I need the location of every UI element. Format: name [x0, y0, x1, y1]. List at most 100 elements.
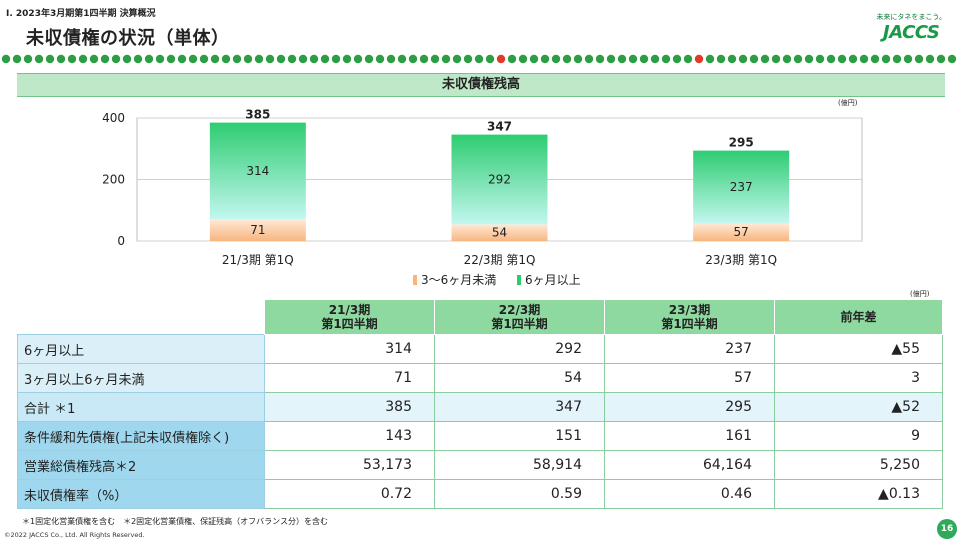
table-cell: 54	[434, 363, 605, 393]
green-dot	[914, 54, 924, 64]
data-label: 57	[734, 225, 749, 239]
green-dot	[397, 54, 407, 64]
green-dot	[518, 54, 528, 64]
green-dot	[474, 54, 484, 64]
y-tick-label: 400	[102, 111, 125, 125]
table-cell: 385	[264, 392, 435, 422]
bar-under6m	[693, 223, 790, 241]
jaccs-logo: 未来にタネをまこう。 JACCS	[876, 12, 946, 43]
green-dot	[848, 54, 858, 64]
green-dot	[617, 54, 627, 64]
green-dot	[782, 54, 792, 64]
green-dot	[881, 54, 891, 64]
green-dot	[584, 54, 594, 64]
bar-over6m	[209, 122, 306, 220]
green-dot	[529, 54, 539, 64]
bar-under6m	[209, 219, 306, 241]
green-dot	[243, 54, 253, 64]
page-title: 未収債権の状況（単体）	[26, 28, 230, 49]
total-label: 295	[729, 136, 754, 150]
table-cell: 292	[434, 334, 605, 364]
green-dot	[100, 54, 110, 64]
row-label: 6ヶ月以上	[17, 334, 265, 364]
data-label: 314	[246, 164, 269, 178]
green-dot	[287, 54, 297, 64]
green-dot	[353, 54, 363, 64]
bar-over6m	[693, 150, 790, 224]
green-dot	[485, 54, 495, 64]
receivables-bar-chart: 0 200 400 71 314 385 21/3期 第1Q 54 292 347 22/3期 第1…	[102, 108, 863, 287]
table-cell: ▲52	[774, 392, 943, 422]
table-row: 合計 ＊1 385 347 295 ▲52	[17, 392, 943, 422]
table-cell: 5,250	[774, 450, 943, 480]
table-cell: 151	[434, 421, 605, 451]
green-dot	[364, 54, 374, 64]
green-dot	[23, 54, 33, 64]
green-dot	[155, 54, 165, 64]
row-label: 合計 ＊1	[17, 392, 265, 422]
green-dot	[309, 54, 319, 64]
green-dot	[595, 54, 605, 64]
table-cell: ▲0.13	[774, 479, 943, 509]
green-dot	[45, 54, 55, 64]
footnote: ＊1固定化営業債権を含む ＊2固定化営業債権、保証残高（オフバランス分）を含む	[22, 517, 329, 526]
table-cell: 0.72	[264, 479, 435, 509]
green-dot	[749, 54, 759, 64]
green-dot	[166, 54, 176, 64]
green-dot	[34, 54, 44, 64]
green-dot	[936, 54, 946, 64]
green-dot	[683, 54, 693, 64]
green-dot	[606, 54, 616, 64]
green-dot	[419, 54, 429, 64]
green-dot	[705, 54, 715, 64]
table-row: 営業総債権残高＊2 53,173 58,914 64,164 5,250	[17, 450, 943, 480]
logo-tagline: 未来にタネをまこう。	[876, 13, 946, 21]
green-dot	[551, 54, 561, 64]
green-dot	[628, 54, 638, 64]
row-label: 条件緩和先債権(上記未収債権除く)	[17, 421, 265, 451]
green-dot	[221, 54, 231, 64]
green-dot	[199, 54, 209, 64]
table-cell: 0.59	[434, 479, 605, 509]
table-cell: 71	[264, 363, 435, 393]
table-header-row: 21/3期 第1四半期 22/3期 第1四半期 23/3期 第1四半期 前年差	[17, 299, 943, 335]
green-dot	[650, 54, 660, 64]
y-tick-label: 200	[102, 173, 125, 187]
table-row: 未収債権率（%） 0.72 0.59 0.46 ▲0.13	[17, 479, 943, 509]
green-dot	[375, 54, 385, 64]
green-dot	[573, 54, 583, 64]
table-row: 6ヶ月以上 314 292 237 ▲55	[17, 334, 943, 364]
green-dot	[232, 54, 242, 64]
table-row: 3ヶ月以上6ヶ月未満 71 54 57 3	[17, 363, 943, 393]
legend-label: 3～6ヶ月未満	[421, 273, 496, 287]
table-cell: 237	[604, 334, 775, 364]
green-dot	[947, 54, 957, 64]
table-cell: 347	[434, 392, 605, 422]
x-tick-label: 21/3期 第1Q	[222, 253, 294, 267]
total-label: 385	[245, 108, 270, 122]
data-label: 71	[250, 223, 265, 237]
row-label: 3ヶ月以上6ヶ月未満	[17, 363, 265, 393]
green-dot	[815, 54, 825, 64]
green-dot	[540, 54, 550, 64]
row-label: 未収債権率（%）	[17, 479, 265, 509]
legend-label: 6ヶ月以上	[525, 273, 581, 287]
green-dot	[408, 54, 418, 64]
green-dot	[727, 54, 737, 64]
green-dot	[562, 54, 572, 64]
table-cell: 3	[774, 363, 943, 393]
green-dot	[122, 54, 132, 64]
green-dot	[430, 54, 440, 64]
green-dot	[760, 54, 770, 64]
breadcrumb: Ⅰ. 2023年3月期第1四半期 決算概況	[6, 9, 156, 19]
green-dot	[441, 54, 451, 64]
table-row: 条件緩和先債権(上記未収債権除く) 143 151 161 9	[17, 421, 943, 451]
receivables-table: 21/3期 第1四半期 22/3期 第1四半期 23/3期 第1四半期 前年差 6ヶ月…	[17, 299, 943, 509]
table-cell: 53,173	[264, 450, 435, 480]
bar-over6m	[451, 134, 548, 225]
table-cell: 161	[604, 421, 775, 451]
y-tick-label: 0	[117, 234, 125, 248]
green-dot	[771, 54, 781, 64]
green-dot	[56, 54, 66, 64]
data-label: 237	[730, 180, 753, 194]
